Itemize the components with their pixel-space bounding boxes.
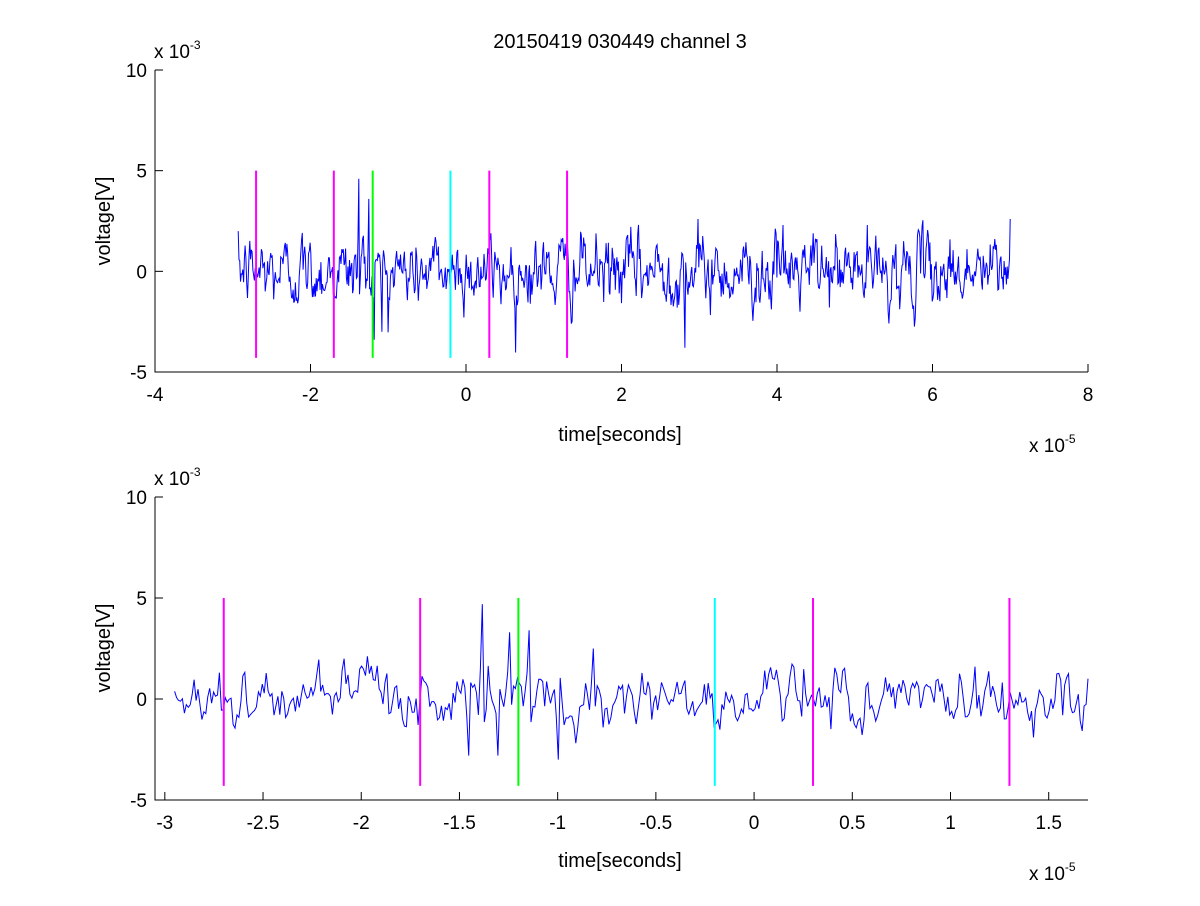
y-multiplier-top: x 10-3 — [154, 38, 201, 63]
x-tick-label-top: 2 — [616, 385, 627, 406]
x-tick-label-top: -4 — [147, 385, 164, 406]
y-tick-label-top: -5 — [130, 363, 147, 384]
x-tick-label-bottom: -1.5 — [443, 813, 476, 834]
y-tick-label-top: 10 — [126, 61, 147, 82]
x-axis-label-bottom: time[seconds] — [558, 850, 681, 872]
x-tick-label-top: -2 — [302, 385, 319, 406]
x-axis-label-top: time[seconds] — [558, 424, 681, 446]
y-axis-label-top: voltage[V] — [93, 177, 115, 266]
x-tick-label-bottom: 0.5 — [839, 813, 865, 834]
x-tick-label-bottom: 1.5 — [1036, 813, 1062, 834]
plot-area-bottom: -5 0 5 10 -3 -2.5 -2 -1.5 -1 -0.5 0 0.5 1 1.5 — [126, 488, 1089, 834]
y-tick-label-top: 0 — [136, 262, 147, 283]
x-tick-label-bottom: -2 — [353, 813, 370, 834]
y-tick-label-bottom: 0 — [136, 690, 147, 711]
x-multiplier-bottom: x 10-5 — [1029, 860, 1076, 885]
y-axis-label-bottom: voltage[V] — [93, 604, 115, 693]
figure-title: 20150419 030449 channel 3 — [493, 31, 747, 53]
voltage-trace-bottom — [174, 604, 1089, 760]
subplot-top: -5 0 5 10 -4 -2 0 2 4 6 8 x 10-3 x 10-5 time[secon… — [93, 38, 1093, 457]
x-tick-label-top: 4 — [772, 385, 783, 406]
x-multiplier-top: x 10-5 — [1029, 432, 1076, 457]
x-tick-label-bottom: -3 — [156, 813, 173, 834]
y-tick-label-bottom: 5 — [136, 589, 147, 610]
x-tick-label-bottom: -1 — [549, 813, 566, 834]
y-tick-label-bottom: 10 — [126, 488, 147, 509]
x-tick-label-bottom: 0 — [749, 813, 760, 834]
y-multiplier-bottom: x 10-3 — [154, 465, 201, 490]
voltage-trace-top — [237, 178, 1011, 353]
x-tick-label-bottom: -2.5 — [247, 813, 280, 834]
y-tick-label-bottom: -5 — [130, 791, 147, 812]
x-tick-label-bottom: 1 — [945, 813, 956, 834]
y-tick-label-top: 5 — [136, 162, 147, 183]
x-tick-label-bottom: -0.5 — [639, 813, 672, 834]
x-tick-label-top: 6 — [927, 385, 938, 406]
plot-area-top: -5 0 5 10 -4 -2 0 2 4 6 8 — [126, 61, 1093, 406]
x-tick-label-top: 0 — [461, 385, 472, 406]
x-tick-label-top: 8 — [1083, 385, 1094, 406]
